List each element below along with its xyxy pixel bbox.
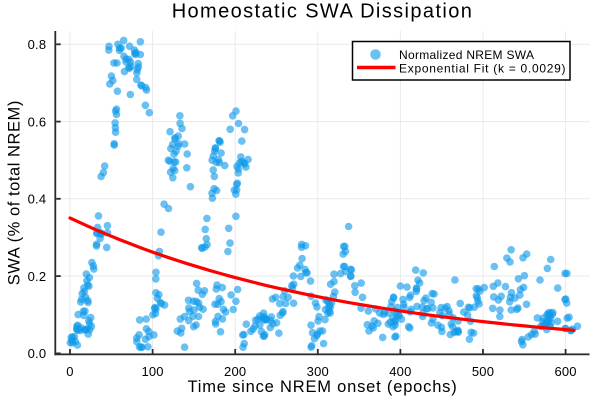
svg-text:400: 400: [389, 364, 411, 379]
svg-text:Homeostatic SWA Dissipation: Homeostatic SWA Dissipation: [172, 1, 474, 23]
svg-text:100: 100: [141, 364, 163, 379]
svg-text:0.6: 0.6: [28, 114, 47, 129]
svg-text:0: 0: [66, 364, 73, 379]
svg-text:Exponential Fit (k = 0.0029): Exponential Fit (k = 0.0029): [399, 62, 566, 76]
svg-text:0.2: 0.2: [28, 269, 47, 284]
svg-text:600: 600: [554, 364, 576, 379]
svg-text:0.4: 0.4: [28, 192, 47, 207]
svg-text:0.0: 0.0: [28, 346, 47, 361]
svg-text:500: 500: [472, 364, 494, 379]
svg-text:0.8: 0.8: [28, 37, 47, 52]
svg-text:SWA (% of total NREM): SWA (% of total NREM): [6, 100, 24, 285]
svg-text:Time since NREM onset (epochs): Time since NREM onset (epochs): [187, 378, 457, 396]
svg-text:200: 200: [224, 364, 246, 379]
svg-text:Normalized NREM SWA: Normalized NREM SWA: [399, 48, 534, 62]
svg-text:300: 300: [307, 364, 329, 379]
